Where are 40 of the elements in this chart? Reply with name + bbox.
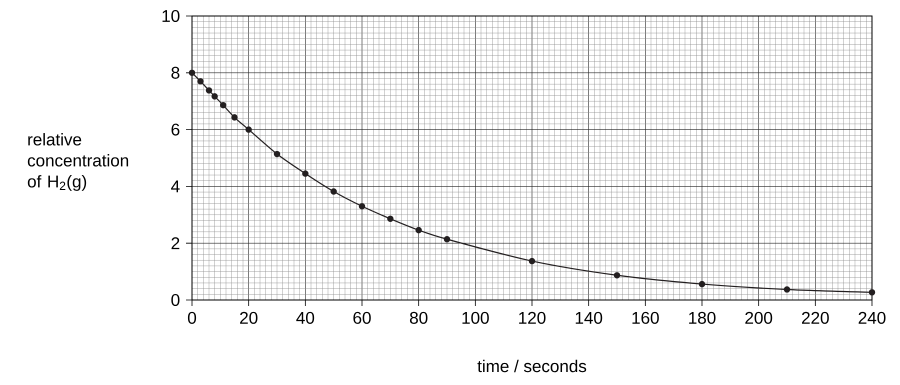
point <box>206 87 212 94</box>
point <box>231 114 238 121</box>
point <box>614 272 620 278</box>
y-tick-label: 10 <box>162 10 180 22</box>
x-tick-label: 60 <box>353 312 371 324</box>
x-tick-label: 20 <box>240 312 258 324</box>
point <box>784 286 790 293</box>
point <box>358 203 366 210</box>
x-tick-label: 120 <box>519 312 546 324</box>
point <box>274 150 280 158</box>
point <box>387 216 394 222</box>
point <box>415 226 422 234</box>
point <box>211 93 218 100</box>
x-tick-label: 240 <box>858 312 886 324</box>
point <box>245 126 252 133</box>
point <box>330 188 337 195</box>
point <box>197 78 204 85</box>
x-tick-label: 0 <box>188 312 196 324</box>
x-tick-label: 140 <box>576 312 602 324</box>
x-tick-label: 220 <box>802 312 829 324</box>
x-tick-label: 160 <box>632 312 659 324</box>
x-tick-label: 100 <box>462 312 489 324</box>
x-tick-label: 180 <box>689 312 716 324</box>
y-tick-label: 2 <box>172 237 180 250</box>
point <box>220 102 226 108</box>
point <box>302 170 309 177</box>
y-tick-label: 4 <box>171 180 180 192</box>
y-tick-label: 0 <box>171 294 180 306</box>
point <box>698 280 706 288</box>
y-tick-label: 8 <box>171 66 180 79</box>
point <box>188 70 196 76</box>
point <box>444 236 450 242</box>
point <box>528 258 536 264</box>
x-axis-title: time / seconds <box>477 360 586 372</box>
x-tick-label: 40 <box>296 312 314 324</box>
x-tick-label: 200 <box>745 312 772 324</box>
y-axis-title: relative concentration of H$_{2}$(g) <box>28 133 128 191</box>
y-tick-label: 6 <box>172 124 180 136</box>
point <box>868 289 876 296</box>
x-tick-label: 80 <box>410 312 428 324</box>
